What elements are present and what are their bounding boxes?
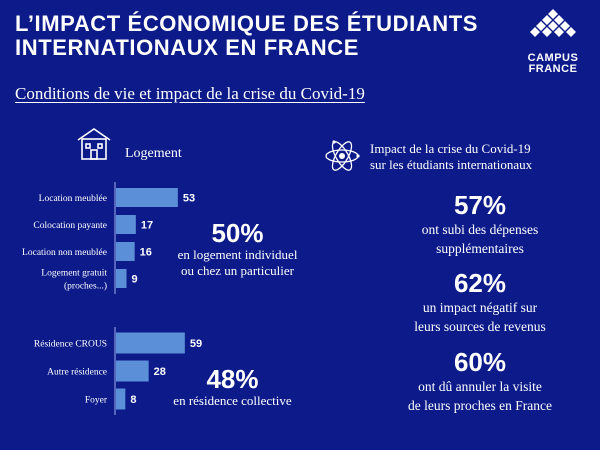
chart-2-bar-3 [116, 388, 126, 410]
covid-stat-2: 62% un impact négatif sur leurs sources … [375, 269, 585, 335]
covid-stat-2-line-1: un impact négatif sur [422, 300, 538, 315]
covid-heading: Impact de la crise du Covid-19 sur les é… [370, 141, 585, 173]
subtitle: Conditions de vie et impact de la crise … [15, 84, 365, 103]
covid-stat-2-value: 62% [453, 268, 507, 298]
chart-1-category-label-4: Logement gratuit (proches...) [41, 269, 107, 292]
title-line-1: L’IMPACT ÉCONOMIQUE DES ÉTUDIANTS [15, 11, 479, 36]
covid-stat-2-line-2: leurs sources de revenus [414, 319, 546, 334]
covid-stat-3: 60% ont dû annuler la visite de leurs pr… [375, 348, 585, 414]
atom-icon [325, 140, 360, 171]
chart-2-value-label-3: 8 [130, 394, 136, 406]
stat-collective: 48% en résidence collective [150, 365, 315, 409]
covid-stat-1: 57% ont subi des dépenses supplémentaire… [375, 191, 585, 257]
chart-1-value-label-2: 17 [141, 220, 153, 232]
stat-collective-value: 48% [206, 364, 259, 394]
chart-1-category-label-1: Location meublée [39, 194, 107, 204]
page-title: L’IMPACT ÉCONOMIQUE DES ÉTUDIANTS INTERN… [15, 12, 485, 60]
stat-individual-line-1: en logement individuel [177, 247, 298, 262]
chart-2-category-label-1: Résidence CROUS [34, 340, 107, 350]
chart-1-bar-1 [116, 188, 178, 207]
covid-stat-1-line-2: supplémentaires [436, 241, 524, 256]
housing-label: Logement [125, 146, 182, 161]
chart-1-category-label-3: Location non meublée [22, 248, 107, 258]
covid-heading-line-1: Impact de la crise du Covid-19 [370, 141, 531, 156]
stat-individual-value: 50% [211, 218, 264, 248]
chart-1-category-label-2: Colocation payante [33, 221, 107, 231]
campus-france-logo: CAMPUS FRANCE [518, 8, 588, 75]
chart-1-value-label-3: 16 [140, 247, 152, 259]
covid-stat-3-line-1: ont dû annuler la visite [418, 379, 542, 394]
logo-text-line-1: CAMPUS [527, 52, 579, 64]
stat-individual: 50% en logement individuel ou chez un pa… [155, 219, 320, 279]
chart-2-value-label-2: 28 [154, 366, 166, 378]
chart-1-bar-3 [116, 242, 135, 261]
title-line-2: INTERNATIONAUX EN FRANCE [15, 35, 359, 60]
chart-2-category-label-2: Autre résidence [47, 368, 107, 378]
chart-2-bar-2 [116, 360, 149, 382]
covid-heading-line-2: sur les étudiants internationaux [370, 157, 533, 172]
covid-stat-1-line-1: ont subi des dépenses [421, 222, 539, 237]
chart-1-bar-2 [116, 215, 136, 234]
chart-1-value-label-4: 9 [132, 274, 138, 286]
house-icon [77, 128, 111, 160]
covid-stat-1-value: 57% [453, 190, 507, 220]
chart-1-value-label-1: 53 [183, 193, 195, 205]
chart-2-bar-1 [116, 332, 185, 354]
logo-diamond-icon [530, 9, 576, 37]
chart-2-value-label-1: 59 [190, 338, 202, 350]
stat-collective-line-1: en résidence collective [173, 393, 292, 408]
covid-stat-3-value: 60% [453, 347, 507, 377]
stat-individual-line-2: ou chez un particulier [181, 263, 294, 278]
logo-text-line-2: FRANCE [528, 63, 578, 75]
chart-2-category-label-3: Foyer [85, 396, 108, 406]
chart-1-bar-4 [116, 269, 127, 288]
covid-stat-3-line-2: de leurs proches en France [408, 398, 552, 413]
